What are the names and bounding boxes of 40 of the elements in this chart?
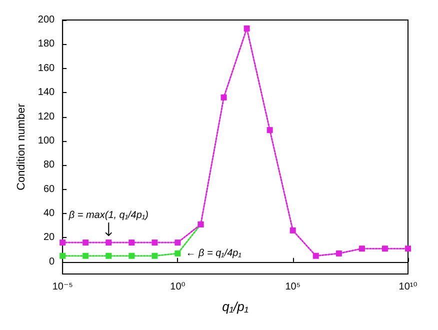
point [82,240,89,246]
y-axis-title: Condition number [16,103,28,190]
annotation: β = max(1, q₁/4p₁) [68,210,148,222]
point [290,227,296,234]
x-tick-label: 10⁵ [285,282,300,292]
point [128,252,135,259]
x-tick-label: 10⁻⁵ [52,282,73,292]
point [312,252,319,259]
point [106,240,112,246]
point [174,240,181,246]
y-tick-label: 40 [43,208,56,220]
y-tick-label: 140 [38,87,56,98]
point [358,246,365,252]
point [60,252,66,259]
x-tick-label: 10⁰ [170,282,186,292]
point [174,250,181,256]
y-tick-label: 20 [43,232,56,244]
y-tick-label: 180 [38,38,56,50]
y-tick-label: 100 [38,135,56,146]
y-tick-label: 0 [49,256,56,268]
point [106,252,112,259]
point [152,240,158,246]
x-tick-label: 10¹⁰ [398,282,418,292]
point [220,94,227,100]
y-tick-label: 60 [43,184,56,195]
point [128,240,135,246]
point [382,246,388,252]
point [152,252,158,259]
point [82,252,89,259]
point [266,127,273,134]
y-tick-label: 80 [43,160,56,171]
y-tick-label: 160 [38,62,56,74]
annotation: ← β = q₁/4p₁ [186,248,242,259]
point [244,25,250,32]
y-tick-label: 200 [38,14,56,26]
x-axis-title: q₁/p₁ [222,299,248,314]
y-tick-label: 120 [38,111,56,122]
point [336,250,342,256]
point [60,240,66,246]
point [405,246,411,252]
